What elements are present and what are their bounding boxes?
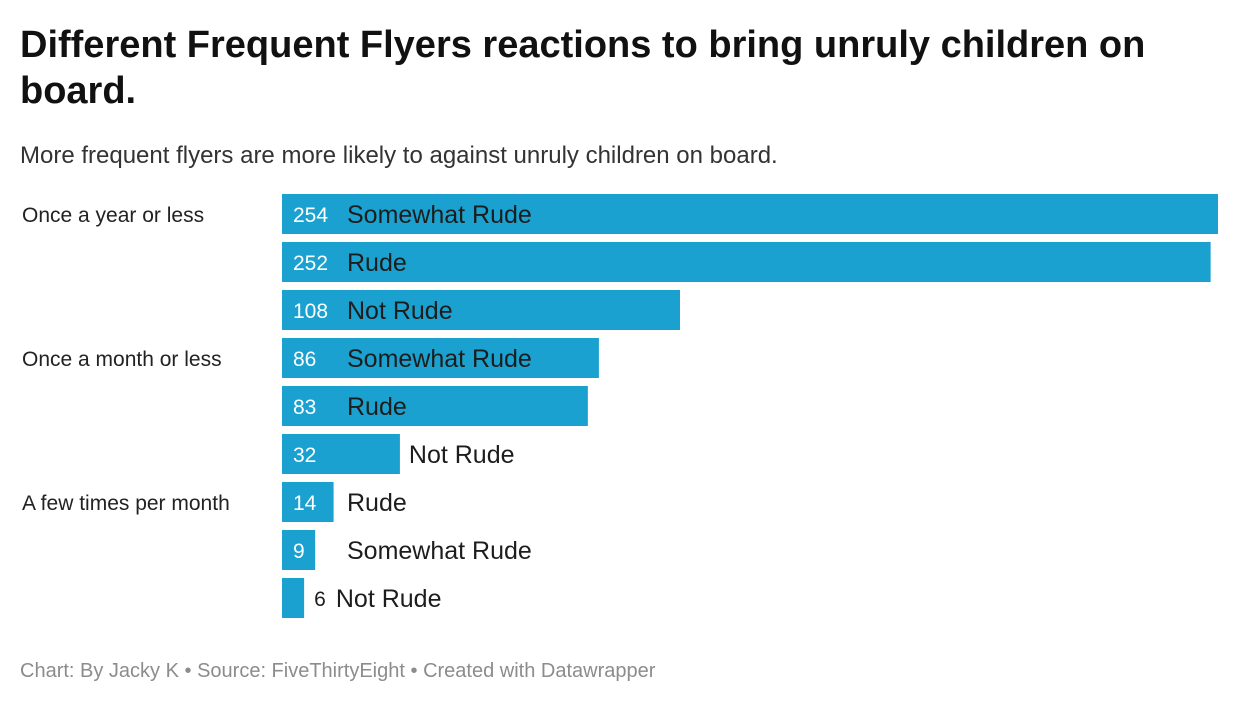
footer-separator-2: •: [410, 660, 418, 682]
value-label: 83: [293, 396, 316, 419]
value-label: 108: [293, 300, 328, 323]
chart-subtitle: More frequent flyers are more likely to …: [20, 142, 778, 169]
bar: [282, 530, 316, 570]
value-label: 32: [293, 444, 316, 467]
group-label: Once a month or less: [22, 348, 222, 371]
value-label: 14: [293, 492, 317, 515]
category-label: Rude: [347, 249, 407, 277]
bar: [282, 386, 588, 426]
bar: [282, 434, 400, 474]
bar: [282, 290, 680, 330]
chart-footer: Chart: By Jacky K • Source: FiveThirtyEi…: [20, 658, 655, 684]
category-label: Not Rude: [347, 297, 453, 325]
bar: [282, 242, 1211, 282]
bar: [282, 194, 1218, 234]
tool-credit: Created with Datawrapper: [423, 660, 656, 682]
category-label: Somewhat Rude: [347, 345, 532, 373]
value-label: 254: [293, 204, 328, 227]
chart-credit: Chart: By Jacky K: [20, 660, 179, 682]
group-label: A few times per month: [22, 492, 230, 515]
category-label: Rude: [347, 393, 407, 421]
group-label: Once a year or less: [22, 204, 204, 227]
value-label: 252: [293, 252, 328, 275]
category-label: Rude: [347, 489, 407, 517]
bar: [282, 338, 599, 378]
category-label: Somewhat Rude: [347, 201, 532, 229]
category-label: Not Rude: [409, 441, 515, 469]
category-label: Somewhat Rude: [347, 537, 532, 565]
bar: [282, 482, 334, 522]
value-label: 6: [314, 588, 326, 611]
value-label: 86: [293, 348, 316, 371]
category-label: Not Rude: [336, 585, 442, 613]
value-label: 9: [293, 540, 305, 563]
source-credit: Source: FiveThirtyEight: [197, 660, 405, 682]
chart-title: Different Frequent Flyers reactions to b…: [20, 24, 1146, 112]
bar: [282, 578, 305, 618]
footer-separator-1: •: [184, 660, 192, 682]
